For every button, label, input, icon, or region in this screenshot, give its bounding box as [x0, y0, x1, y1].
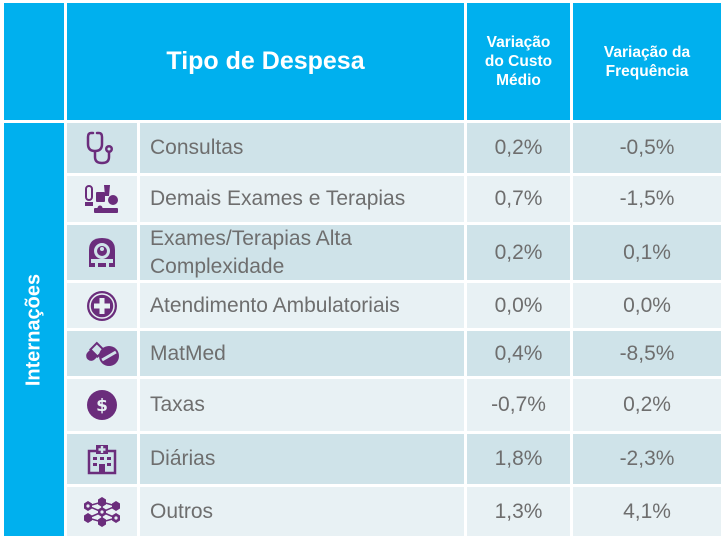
row-custo-value: 0,2%	[467, 123, 570, 173]
row-custo-value: 0,2%	[467, 225, 570, 280]
pills-icon	[82, 339, 122, 369]
row-custo-value: -0,7%	[467, 379, 570, 431]
row-icon-cell	[67, 176, 137, 222]
row-icon-cell	[67, 434, 137, 484]
header-freq-line-2: Frequência	[605, 62, 689, 80]
row-label: Diárias	[140, 434, 464, 484]
stethoscope-icon	[85, 130, 119, 166]
row-custo-value: 0,4%	[467, 331, 570, 376]
row-custo-value: 1,3%	[467, 487, 570, 536]
header-custo-line-1: Variação	[486, 34, 551, 51]
row-label: Exames/Terapias Alta Complexidade	[140, 225, 464, 280]
row-freq-value: 0,0%	[573, 283, 721, 328]
row-icon-cell	[67, 225, 137, 280]
svg-text:$: $	[96, 396, 108, 416]
row-label: Atendimento Ambulatoriais	[140, 283, 464, 328]
header-custo-line-2: do Custo	[484, 53, 553, 70]
row-freq-value: 0,1%	[573, 225, 721, 280]
hospital-icon	[86, 443, 118, 475]
microscope-icon	[82, 182, 122, 216]
row-label: Demais Exames e Terapias	[140, 176, 464, 222]
row-freq-value: -0,5%	[573, 123, 721, 173]
row-freq-value: -2,3%	[573, 434, 721, 484]
mri-scanner-icon	[85, 235, 119, 271]
header-custo-line-3: Médio	[496, 72, 541, 89]
row-icon-cell: $	[67, 379, 137, 431]
header-corner	[4, 3, 64, 120]
row-freq-value: 4,1%	[573, 487, 721, 536]
header-variacao-frequencia: Variação da Frequência	[573, 3, 721, 120]
row-label: Consultas	[140, 123, 464, 173]
row-freq-value: -1,5%	[573, 176, 721, 222]
row-freq-value: 0,2%	[573, 379, 721, 431]
header-freq-line-1: Variação da	[603, 43, 691, 61]
header-variacao-custo: Variação do Custo Médio	[467, 3, 570, 120]
header-tipo-label: Tipo de Despesa	[166, 47, 365, 75]
row-icon-cell	[67, 487, 137, 536]
row-custo-value: 0,7%	[467, 176, 570, 222]
medical-cross-icon	[85, 289, 119, 323]
hexagon-network-icon	[78, 496, 126, 528]
side-category-label: Internações	[22, 273, 45, 386]
dollar-coin-icon: $	[86, 389, 118, 421]
row-icon-cell	[67, 331, 137, 376]
row-label: Outros	[140, 487, 464, 536]
row-icon-cell	[67, 283, 137, 328]
row-custo-value: 1,8%	[467, 434, 570, 484]
row-label: MatMed	[140, 331, 464, 376]
header-tipo-despesa: Tipo de Despesa	[67, 3, 464, 120]
row-label: Taxas	[140, 379, 464, 431]
side-category-cell: Internações	[4, 123, 64, 536]
row-custo-value: 0,0%	[467, 283, 570, 328]
row-icon-cell	[67, 123, 137, 173]
row-freq-value: -8,5%	[573, 331, 721, 376]
